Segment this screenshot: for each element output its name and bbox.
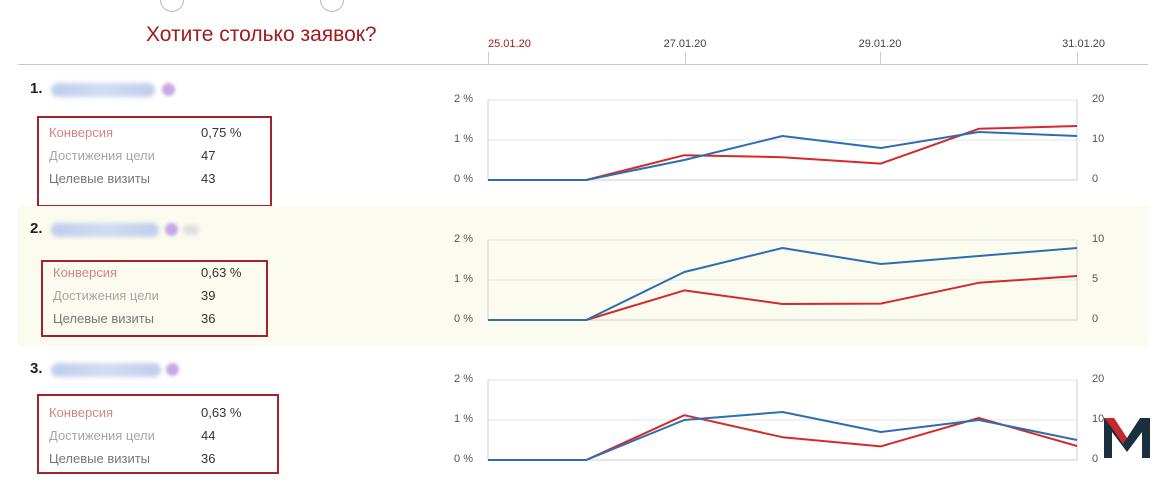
redacted-badge bbox=[162, 83, 175, 96]
redacted-name bbox=[51, 83, 155, 97]
visits-label: Целевые визиты bbox=[49, 171, 151, 186]
y-right-tick: 0 bbox=[1092, 453, 1099, 465]
chart-2 bbox=[487, 239, 1078, 321]
y-left-tick: 1 % bbox=[454, 413, 473, 425]
conversion-series-line bbox=[488, 125, 1078, 181]
header-divider bbox=[18, 64, 1148, 65]
conversion-value: 0,63 % bbox=[201, 265, 242, 280]
redacted-badge bbox=[165, 223, 178, 236]
line-charts bbox=[487, 99, 1078, 461]
stats-box: Конверсия 0,63 % Достижения цели 39 Целе… bbox=[41, 260, 268, 337]
y-right-tick: 20 bbox=[1092, 373, 1105, 385]
date-tick bbox=[880, 52, 881, 64]
y-left-tick: 2 % bbox=[454, 233, 473, 245]
y-left-tick: 2 % bbox=[454, 93, 473, 105]
conversion-value: 0,75 % bbox=[201, 125, 242, 140]
chart-3 bbox=[487, 379, 1078, 461]
y-right-tick: 20 bbox=[1092, 93, 1105, 105]
goals-label: Достижения цели bbox=[53, 288, 159, 303]
y-left-tick: 0 % bbox=[454, 313, 473, 325]
y-left-tick: 0 % bbox=[454, 453, 473, 465]
y-right-tick: 5 bbox=[1092, 273, 1099, 285]
goals-series-line bbox=[488, 247, 1078, 321]
visits-value: 43 bbox=[201, 171, 216, 186]
goals-value: 47 bbox=[201, 148, 216, 163]
goals-value: 44 bbox=[201, 428, 216, 443]
goals-label: Достижения цели bbox=[49, 148, 155, 163]
section-2: 2. Конверсия 0,63 % Достижения цели 39 Ц… bbox=[18, 206, 1148, 346]
brand-logo bbox=[1104, 418, 1150, 458]
y-left-tick: 1 % bbox=[454, 273, 473, 285]
date-tick bbox=[685, 52, 686, 64]
y-right-tick: 0 bbox=[1092, 173, 1099, 185]
y-left-tick: 1 % bbox=[454, 133, 473, 145]
chart-1 bbox=[487, 99, 1078, 181]
section-number: 1. bbox=[30, 80, 43, 97]
conversion-value: 0,63 % bbox=[201, 405, 242, 420]
y-left-tick: 2 % bbox=[454, 373, 473, 385]
section-number: 2. bbox=[30, 220, 43, 237]
section-1: 1. Конверсия 0,75 % Достижения цели 47 Ц… bbox=[18, 66, 1148, 207]
redacted-name bbox=[51, 363, 161, 377]
conversion-series-line bbox=[488, 275, 1078, 321]
y-right-tick: 10 bbox=[1092, 413, 1105, 425]
date-tick bbox=[488, 52, 489, 64]
conversion-label: Конверсия bbox=[53, 265, 118, 280]
y-left-tick: 0 % bbox=[454, 173, 473, 185]
y-right-tick: 0 bbox=[1092, 313, 1099, 325]
y-right-tick: 10 bbox=[1092, 233, 1105, 245]
goals-value: 39 bbox=[201, 288, 216, 303]
date-label: 27.01.20 bbox=[663, 38, 707, 50]
redacted-name bbox=[51, 223, 159, 237]
date-tick bbox=[1077, 52, 1078, 64]
section-number: 3. bbox=[30, 360, 43, 377]
goals-series-line bbox=[488, 131, 1078, 181]
conversion-label: Конверсия bbox=[49, 405, 114, 420]
redacted-badge bbox=[166, 363, 179, 376]
date-label: 25.01.20 bbox=[488, 38, 531, 50]
visits-label: Целевые визиты bbox=[49, 451, 151, 466]
visits-value: 36 bbox=[201, 311, 216, 326]
goals-label: Достижения цели bbox=[49, 428, 155, 443]
visits-label: Целевые визиты bbox=[53, 311, 155, 326]
page-headline: Хотите столько заявок? bbox=[146, 23, 377, 46]
visits-value: 36 bbox=[201, 451, 216, 466]
conversion-label: Конверсия bbox=[49, 125, 114, 140]
date-label: 29.01.20 bbox=[858, 38, 902, 50]
y-right-tick: 10 bbox=[1092, 133, 1105, 145]
goals-series-line bbox=[488, 411, 1078, 461]
redacted-extra bbox=[183, 225, 199, 235]
date-label: 31.01.20 bbox=[1062, 38, 1105, 50]
